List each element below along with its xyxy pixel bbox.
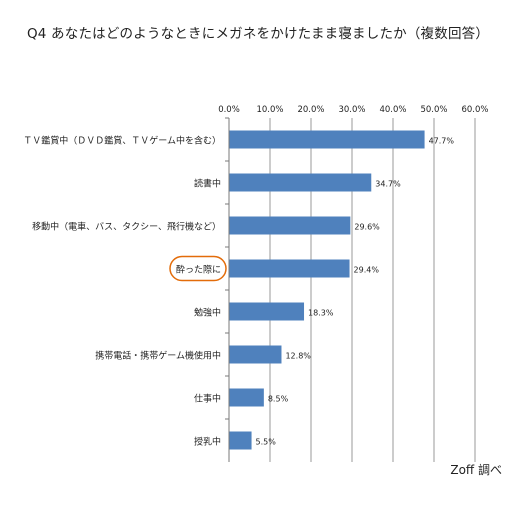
bar [229, 216, 351, 235]
bar-value-label: 29.6% [354, 223, 380, 232]
bar-value-label: 47.7% [429, 137, 455, 146]
category-label: ＴＶ鑑賞中（ＤＶＤ鑑賞、ＴＶゲーム中を含む） [23, 135, 221, 147]
category-label: 勉強中 [194, 307, 221, 319]
bar-value-label: 34.7% [375, 180, 401, 189]
category-label: 読書中 [194, 178, 221, 190]
highlight-ellipse [169, 255, 227, 282]
bar [229, 173, 372, 192]
x-tick-label: 0.0% [218, 105, 240, 115]
category-labels: ＴＶ鑑賞中（ＤＶＤ鑑賞、ＴＶゲーム中を含む） 読書中移動中（電車、バス、タクシー、… [23, 117, 229, 448]
bar-value-label: 29.4% [354, 266, 380, 275]
bar-value-label: 12.8% [285, 352, 311, 361]
category-label: 携帯電話・携帯ゲーム機使用中 [95, 350, 221, 362]
source-note: Zoff 調べ [450, 463, 502, 477]
bar [229, 388, 264, 407]
category-label: 酔った際に [176, 264, 221, 276]
value-labels: 47.7% 34.7% 29.6% 29.4% 18.3% 12.8% 8.5% 5.5% [256, 137, 455, 447]
x-tick-label: 40.0% [379, 105, 406, 115]
bar-value-label: 8.5% [268, 395, 289, 404]
bar [229, 431, 252, 450]
x-tick-label: 60.0% [461, 105, 488, 115]
bar [229, 302, 305, 321]
bar-value-label: 5.5% [256, 438, 277, 447]
gridlines [269, 118, 476, 462]
category-label: 授乳中 [194, 436, 221, 448]
bars [229, 130, 425, 450]
x-tick-label: 50.0% [420, 105, 447, 115]
category-label: 仕事中 [194, 393, 221, 405]
bar [229, 259, 350, 278]
category-label: 移動中（電車、バス、タクシー、飛行機など） [32, 221, 221, 233]
x-tick-label: 30.0% [338, 105, 365, 115]
bar-value-label: 18.3% [308, 309, 334, 318]
x-axis-ticks: 0.0% 10.0% 20.0% 30.0% 40.0% 50.0% 60.0% [218, 105, 488, 115]
bar [229, 345, 282, 364]
x-tick-label: 20.0% [297, 105, 324, 115]
x-tick-label: 10.0% [256, 105, 283, 115]
chart-title: Q4 あなたはどのようなときにメガネをかけたまま寝ましたか（複数回答） [26, 26, 490, 42]
bar [229, 130, 425, 149]
